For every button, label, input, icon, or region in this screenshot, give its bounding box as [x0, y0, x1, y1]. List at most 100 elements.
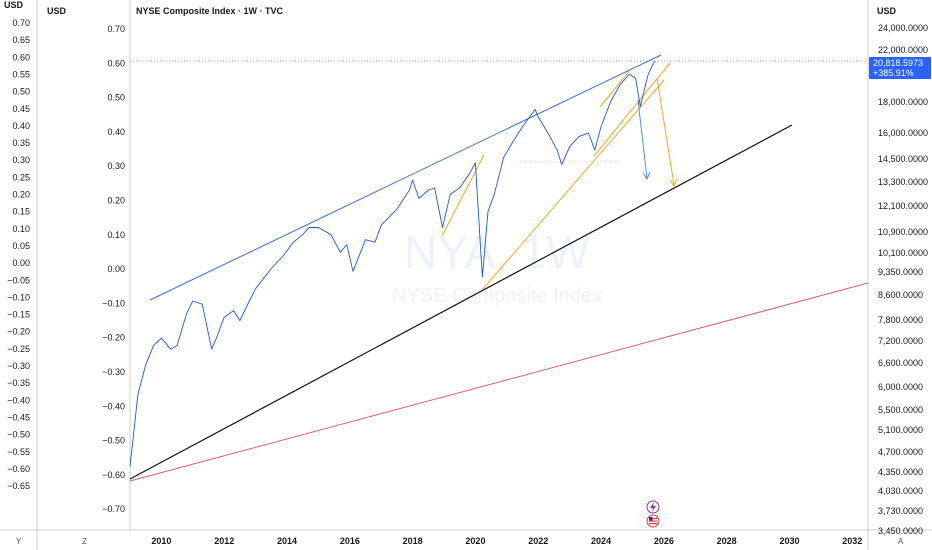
time-tick-label: 2026 [654, 536, 674, 546]
time-axis[interactable]: 2010 2012 2014 2016 2018 2020 2022 2024 2026 2028… [151, 536, 862, 546]
flag-stripe-icon [649, 520, 657, 522]
left-outer-tick-label: 0.55 [12, 69, 30, 79]
left-inner-tick-label: −0.50 [102, 436, 125, 446]
red-trendline[interactable] [129, 282, 869, 482]
left-outer-tick-label: −0.05 [7, 275, 30, 285]
orange-trendline-2020[interactable] [481, 79, 665, 291]
drawings[interactable] [129, 54, 869, 482]
time-tick-label: 2028 [717, 536, 737, 546]
left-outer-tick-label: 0.60 [12, 52, 30, 62]
left-inner-tick-label: −0.30 [102, 367, 125, 377]
support-trendline[interactable] [129, 124, 793, 480]
orange-trendline-2024[interactable] [599, 69, 631, 108]
left-inner-tick-label: 0.10 [107, 230, 125, 240]
left-inner-tick-label: −0.60 [102, 470, 125, 480]
left-outer-tick-label: −0.15 [7, 310, 30, 320]
price-tick-label: 10,100.0000 [878, 248, 928, 258]
corner-label-right[interactable]: A [898, 537, 904, 546]
price-tick-label: 7,200.0000 [878, 336, 923, 346]
price-tick-label: 7,800.0000 [878, 315, 923, 325]
orange-arrow-head [669, 178, 678, 188]
left-outer-tick-label: 0.25 [12, 172, 30, 182]
left-inner-tick-label: −0.40 [102, 401, 125, 411]
blue-projection-arrow[interactable] [637, 99, 648, 179]
left-outer-tick-label: 0.30 [12, 155, 30, 165]
price-tick-label: 4,030.0000 [878, 486, 923, 496]
time-tick-label: 2032 [842, 536, 862, 546]
price-tick-label: 14,500.0000 [878, 154, 928, 164]
left-outer-tick-label: −0.45 [7, 412, 30, 422]
orange-trendline-2019[interactable] [441, 154, 485, 237]
time-tick-label: 2030 [779, 536, 799, 546]
left-inner-tick-label: −0.10 [102, 298, 125, 308]
price-tick-label: 10,900.0000 [878, 227, 928, 237]
left-inner-axis[interactable]: 0.70 0.60 0.50 0.40 0.30 0.20 0.10 0.00 −0.10 −0.… [102, 24, 125, 514]
left-outer-tick-label: −0.10 [7, 292, 30, 302]
left-inner-tick-label: 0.70 [107, 24, 125, 34]
left-outer-tick-label: −0.55 [7, 447, 30, 457]
flag-stripe-icon [649, 518, 657, 520]
left-inner-tick-label: 0.50 [107, 93, 125, 103]
watermark-name: NYSE Composite Index [392, 285, 602, 307]
time-tick-label: 2020 [465, 536, 485, 546]
time-tick-label: 2010 [151, 536, 171, 546]
price-tick-label: 18,000.0000 [878, 97, 928, 107]
time-tick-label: 2024 [591, 536, 611, 546]
time-tick-label: 2014 [277, 536, 297, 546]
last-price-value: 20,818.5973 [873, 58, 923, 68]
left-outer-tick-label: 0.15 [12, 207, 30, 217]
left-outer-tick-label: −0.30 [7, 361, 30, 371]
left-outer-tick-label: 0.20 [12, 190, 30, 200]
flag-stripe-icon [649, 523, 657, 525]
left-outer-tick-label: −0.60 [7, 464, 30, 474]
price-tick-label: 9,350.0000 [878, 267, 923, 277]
price-tick-label: 22,000.0000 [878, 45, 928, 55]
left-inner-tick-label: 0.00 [107, 264, 125, 274]
left-outer-tick-label: 0.10 [12, 224, 30, 234]
right-unit: USD [877, 6, 897, 16]
left-outer-tick-label: −0.25 [7, 344, 30, 354]
time-tick-label: 2012 [214, 536, 234, 546]
price-tick-label: 4,700.0000 [878, 447, 923, 457]
corner-label-left[interactable]: Y [16, 537, 22, 546]
left-outer-tick-label: 0.50 [12, 87, 30, 97]
price-tick-label: 8,600.0000 [878, 290, 923, 300]
left-inner-tick-label: 0.40 [107, 127, 125, 137]
chart-title[interactable]: NYSE Composite Index · 1W · TVC [136, 6, 284, 16]
orange-trendline-2023[interactable] [593, 62, 671, 157]
price-axis[interactable]: 24,000.0000 22,000.0000 18,000.0000 16,000.… [878, 23, 928, 536]
price-tick-label: 4,350.0000 [878, 467, 923, 477]
left-outer-tick-label: 0.70 [12, 18, 30, 28]
left-outer-tick-label: 0.35 [12, 138, 30, 148]
price-tick-label: 16,000.0000 [878, 128, 928, 138]
left-outer-axis[interactable]: 0.70 0.65 0.60 0.55 0.50 0.45 0.40 0.35 0.30 0.25… [7, 18, 30, 491]
time-tick-label: 2016 [340, 536, 360, 546]
left-inner-unit: USD [47, 6, 67, 16]
left-inner-tick-label: 0.60 [107, 58, 125, 68]
left-outer-tick-label: −0.35 [7, 378, 30, 388]
price-tick-label: 6,000.0000 [878, 382, 923, 392]
corner-label-mid[interactable]: Z [82, 537, 87, 546]
orange-projection-arrow[interactable] [656, 77, 675, 186]
left-outer-tick-label: 0.00 [12, 258, 30, 268]
left-inner-tick-label: −0.20 [102, 333, 125, 343]
left-outer-unit: USD [4, 0, 24, 10]
price-tick-label: 12,100.0000 [878, 201, 928, 211]
channel-upper-trendline[interactable] [149, 54, 662, 301]
left-inner-tick-label: −0.70 [102, 504, 125, 514]
left-outer-tick-label: 0.65 [12, 35, 30, 45]
price-tick-label: 5,500.0000 [878, 405, 923, 415]
left-outer-tick-label: −0.20 [7, 327, 30, 337]
price-tick-label: 6,600.0000 [878, 358, 923, 368]
nya-price-series[interactable] [129, 60, 655, 467]
left-inner-tick-label: 0.20 [107, 196, 125, 206]
left-outer-tick-label: 0.45 [12, 104, 30, 114]
left-outer-tick-label: 0.05 [12, 241, 30, 251]
last-price-label: 20,818.5973 +385.91% [869, 57, 931, 79]
price-tick-label: 3,730.0000 [878, 506, 923, 516]
lightning-glyph-icon [650, 502, 656, 512]
left-outer-tick-label: −0.50 [7, 430, 30, 440]
price-tick-label: 24,000.0000 [878, 23, 928, 33]
price-tick-label: 3,450.0000 [878, 526, 923, 536]
time-tick-label: 2022 [528, 536, 548, 546]
